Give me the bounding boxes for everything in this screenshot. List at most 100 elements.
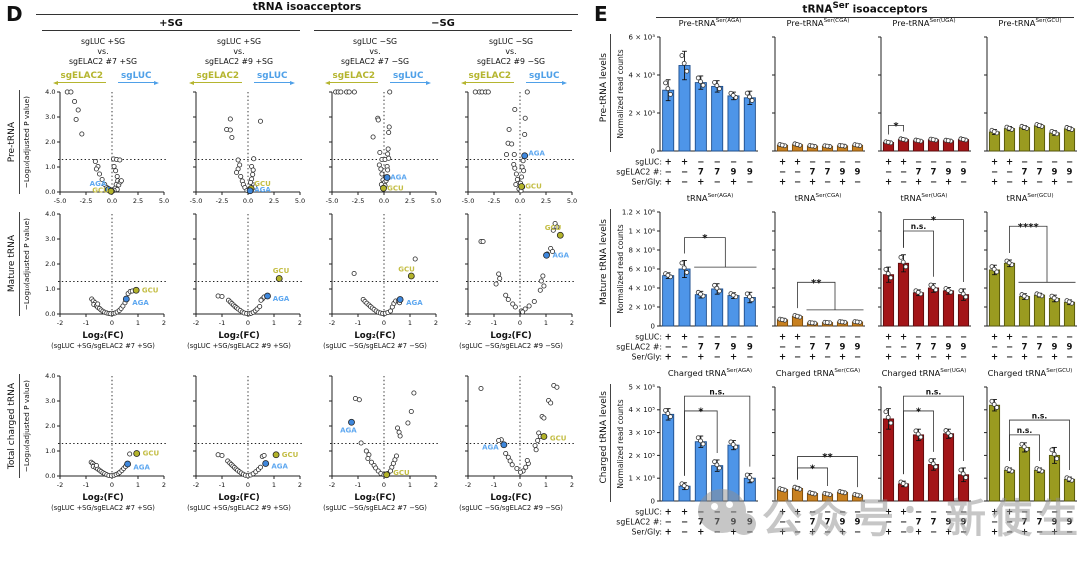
comparison-header: sgLUC −SG vs. sgELAC2 #9 −SG (476, 37, 546, 67)
svg-text:*: * (810, 463, 816, 474)
svg-text:−: − (746, 333, 753, 343)
svg-text:1: 1 (544, 319, 548, 327)
svg-text:0.0: 0.0 (45, 472, 55, 480)
svg-text:Normalized read counts: Normalized read counts (616, 49, 625, 138)
svg-text:3.0: 3.0 (45, 113, 55, 121)
svg-text:GCU: GCU (545, 224, 562, 232)
direction-arrows: sgELAC2 sgLUC (36, 71, 170, 87)
svg-text:−: − (900, 353, 907, 363)
svg-text:+: + (665, 333, 672, 343)
svg-text:+: + (665, 353, 672, 363)
svg-text:7: 7 (810, 518, 816, 528)
svg-text:−: − (1066, 353, 1073, 363)
svg-text:−: − (824, 508, 831, 518)
svg-text:−: − (930, 178, 937, 188)
y-axis-label: −Log₁₀(adjusted P value) (22, 379, 31, 473)
svg-text:3.0: 3.0 (45, 397, 55, 405)
svg-text:+: + (779, 508, 786, 518)
divider (610, 209, 611, 327)
svg-text:9: 9 (855, 168, 861, 178)
svg-text:-1: -1 (355, 481, 361, 489)
svg-text:0: 0 (651, 497, 655, 505)
svg-text:+: + (681, 333, 688, 343)
svg-text:GCU: GCU (282, 451, 299, 459)
svg-text:9: 9 (1067, 518, 1073, 528)
svg-text:-2.5: -2.5 (80, 197, 93, 205)
svg-text:−: − (854, 353, 861, 363)
svg-text:−: − (794, 518, 801, 528)
svg-text:*: * (931, 215, 937, 226)
svg-text:2.5: 2.5 (405, 197, 415, 205)
svg-text:−: − (714, 178, 721, 188)
svg-text:0.0: 0.0 (243, 197, 253, 205)
svg-text:4 × 10⁵: 4 × 10⁵ (629, 406, 656, 414)
bar-chart-pre-cga: Pre-tRNASer(CGA) + + − − − − − −7 7 9 9 + − + − + − (766, 18, 870, 193)
svg-text:−: − (730, 158, 737, 168)
svg-text:n.s.: n.s. (1017, 426, 1033, 435)
svg-text:−: − (930, 528, 937, 538)
svg-text:6 × 10⁵: 6 × 10⁵ (629, 265, 656, 273)
svg-text:+: + (991, 353, 998, 363)
svg-text:+: + (809, 353, 816, 363)
svg-text:-2: -2 (57, 319, 63, 327)
svg-text:9: 9 (1052, 343, 1058, 353)
svg-text:Ser/Gly:: Ser/Gly: (632, 528, 662, 537)
svg-text:−: − (779, 518, 786, 528)
divider (610, 34, 611, 152)
svg-text:-2: -2 (465, 319, 471, 327)
divider (19, 90, 20, 194)
svg-text:7: 7 (931, 518, 937, 528)
chart-title: Charged tRNASer(CGA) (775, 368, 861, 378)
chart-title: Charged tRNASer(AGA) (667, 368, 753, 378)
svg-text:GCU: GCU (525, 183, 542, 191)
divider (19, 212, 20, 316)
svg-text:−: − (794, 178, 801, 188)
svg-text:9: 9 (961, 343, 967, 353)
volcano-plot-charged-c2: -2 -1 0 1 2 GCU AGA (172, 371, 306, 493)
svg-text:0: 0 (382, 319, 386, 327)
svg-text:−: − (665, 518, 672, 528)
chart-title: Charged tRNASer(GCU) (987, 368, 1073, 378)
svg-text:-1: -1 (491, 319, 497, 327)
bar-grid: Pre-tRNA levels Pre-tRNASer(AGA) 0 2 × 10… (596, 18, 1080, 543)
svg-text:−: − (1066, 178, 1073, 188)
svg-text:4.0: 4.0 (45, 372, 55, 380)
svg-text:+: + (809, 528, 816, 538)
svg-text:-2.5: -2.5 (488, 197, 501, 205)
svg-text:+: + (665, 508, 672, 518)
svg-text:2.0: 2.0 (45, 138, 55, 146)
chart-title: tRNASer(CGA) (794, 193, 842, 203)
svg-text:-5.0: -5.0 (190, 197, 203, 205)
svg-text:+: + (1006, 333, 1013, 343)
svg-text:+: + (779, 528, 786, 538)
svg-text:+: + (885, 528, 892, 538)
svg-text:−: − (730, 508, 737, 518)
svg-text:−: − (930, 353, 937, 363)
svg-text:−: − (730, 333, 737, 343)
svg-text:9: 9 (1067, 168, 1073, 178)
svg-text:7: 7 (1037, 518, 1043, 528)
svg-text:*: * (893, 121, 899, 132)
svg-text:**: ** (822, 452, 833, 463)
svg-text:-2: -2 (329, 319, 335, 327)
svg-text:5.0: 5.0 (295, 197, 305, 205)
svg-text:2: 2 (162, 319, 166, 327)
svg-text:−: − (794, 168, 801, 178)
row-label-mature-trna-levels: Mature tRNA levels (596, 193, 612, 368)
svg-text:+: + (885, 333, 892, 343)
svg-text:-1: -1 (83, 481, 89, 489)
svg-text:AGA: AGA (90, 180, 107, 188)
svg-text:−: − (930, 158, 937, 168)
svg-text:−: − (1036, 528, 1043, 538)
sgelac2-arrow: sgELAC2 (52, 71, 107, 86)
svg-text:2 × 10⁵: 2 × 10⁵ (629, 452, 656, 460)
svg-text:7: 7 (810, 168, 816, 178)
volcano-column-2: sgLUC +SG vs. sgELAC2 #9 +SG sgELAC2 sgL… (172, 36, 306, 519)
svg-text:+: + (991, 158, 998, 168)
svg-text:7: 7 (698, 518, 704, 528)
volcano-plot-pre-c2: -5.0 -2.5 0.0 2.5 5.0 GCU AGA (172, 87, 306, 209)
svg-text:−: − (1036, 353, 1043, 363)
y-axis-label: −Log₁₀(adjusted P value) (22, 217, 31, 311)
svg-text:5.0: 5.0 (567, 197, 577, 205)
svg-text:+: + (1006, 158, 1013, 168)
